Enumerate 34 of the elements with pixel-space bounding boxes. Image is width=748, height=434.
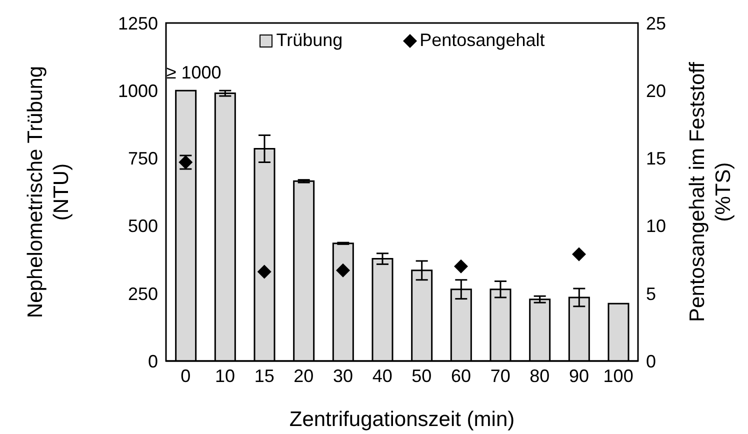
x-tick-label: 15 <box>254 366 274 386</box>
legend-label: Trübung <box>275 30 343 51</box>
x-tick-label: 50 <box>412 366 432 386</box>
y-tick-label: 500 <box>128 216 158 236</box>
x-tick-label: 40 <box>372 366 392 386</box>
x-tick-label: 80 <box>530 366 550 386</box>
data-label: ≥ 1000 <box>166 62 222 83</box>
y2-tick-label: 20 <box>646 80 666 101</box>
legend-label: Pentosangehalt <box>418 30 545 51</box>
y2-tick-label: 15 <box>646 148 666 169</box>
point <box>454 259 468 274</box>
x-tick-label: 60 <box>450 366 472 386</box>
x-tick-label: 70 <box>490 366 510 386</box>
y-axis-title: Nephelometrische Trübung (NTU) <box>24 66 73 318</box>
y2-tick-label: 10 <box>646 216 666 236</box>
y-tick-label: 1000 <box>118 80 158 101</box>
point <box>336 263 350 278</box>
y-tick-label: 750 <box>128 148 158 169</box>
x-tick-label: 30 <box>332 366 354 386</box>
x-tick-label: 100 <box>603 366 634 386</box>
y2-tick-label: 0 <box>646 351 656 372</box>
x-axis-title: Zentrifugationszeit (min) <box>289 408 515 431</box>
y2-tick-label: 25 <box>646 13 666 34</box>
point <box>257 264 272 279</box>
point <box>572 247 586 262</box>
x-tick-label: 90 <box>568 366 590 386</box>
y-tick-label: 0 <box>148 351 158 372</box>
y-tick-label: 250 <box>128 284 158 304</box>
y2-tick-label: 5 <box>646 284 656 304</box>
x-tick-label: 20 <box>294 366 314 386</box>
y-tick-label: 1250 <box>118 13 158 34</box>
y2-axis-title: Pentosangehalt im Feststoff (%TS) <box>686 62 735 322</box>
x-tick-label: 10 <box>214 366 236 386</box>
x-tick-label: 0 <box>180 366 191 386</box>
